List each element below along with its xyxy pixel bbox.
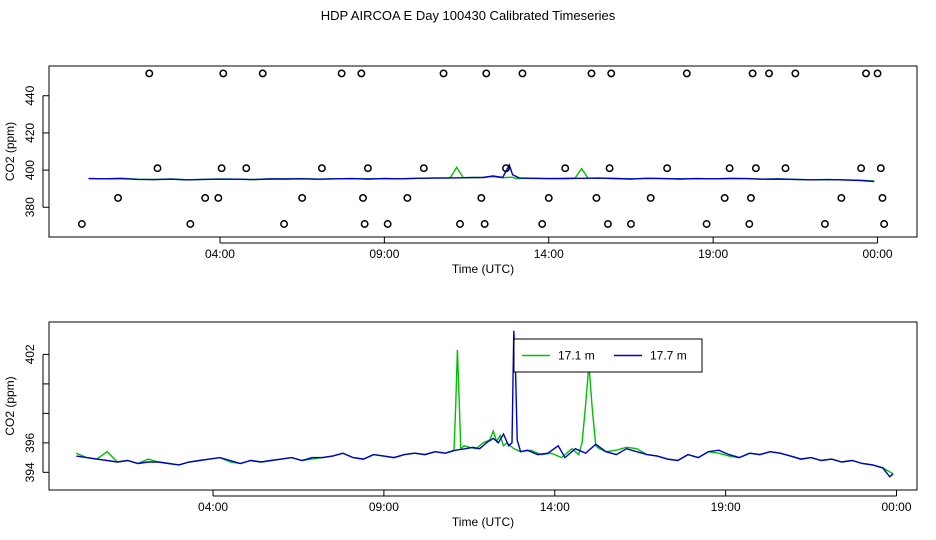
series-line-17-1-m xyxy=(76,349,894,475)
y-tick-label: 396 xyxy=(23,433,37,453)
data-point xyxy=(862,69,870,78)
bottom-panel: 04:00 09:00 14:00 19:00 00:00 394 396 402 Time (… xyxy=(3,321,918,529)
x-tick-label: 04:00 xyxy=(205,247,235,261)
data-point xyxy=(477,194,486,202)
data-point xyxy=(725,164,734,173)
data-point xyxy=(781,164,790,173)
series-line-1 xyxy=(88,163,875,183)
data-point xyxy=(242,164,251,173)
data-point xyxy=(419,164,428,173)
data-point xyxy=(214,194,223,202)
data-point xyxy=(439,69,448,78)
y-tick-label: 440 xyxy=(23,85,37,105)
plot-frame xyxy=(48,65,918,238)
data-point xyxy=(360,220,369,228)
x-tick-label: 19:00 xyxy=(711,500,741,514)
data-point xyxy=(745,220,754,228)
data-point xyxy=(873,69,882,78)
data-point xyxy=(702,220,711,228)
data-point xyxy=(720,194,729,202)
data-point xyxy=(219,69,228,78)
x-tick-label: 09:00 xyxy=(369,500,399,514)
y-tick-label: 402 xyxy=(23,344,37,364)
data-point xyxy=(605,164,614,173)
data-point xyxy=(646,194,655,202)
data-point xyxy=(876,164,885,173)
x-axis-label: Time (UTC) xyxy=(452,262,514,276)
y-tick-label: 394 xyxy=(23,462,37,482)
data-point xyxy=(456,220,464,228)
data-point xyxy=(544,194,553,202)
data-point xyxy=(357,69,366,78)
x-tick-label: 09:00 xyxy=(369,247,399,261)
series-line-17-7-m xyxy=(76,330,894,478)
data-point xyxy=(791,69,800,78)
data-point xyxy=(592,194,601,202)
data-point xyxy=(482,69,491,78)
data-point xyxy=(857,164,866,173)
data-point xyxy=(77,220,86,228)
data-point xyxy=(317,164,326,173)
data-point xyxy=(337,69,346,78)
x-tick-label: 14:00 xyxy=(540,500,570,514)
data-point xyxy=(145,69,154,78)
data-point xyxy=(627,220,635,228)
data-point xyxy=(518,69,527,78)
y-axis-label: CO2 (ppm) xyxy=(3,122,17,181)
data-point xyxy=(538,220,547,228)
x-tick-label: 00:00 xyxy=(863,247,893,261)
data-point xyxy=(765,69,773,78)
data-point xyxy=(298,194,307,202)
data-point xyxy=(837,194,846,202)
data-point xyxy=(878,194,887,202)
y-axis-label: CO2 (ppm) xyxy=(3,376,17,435)
x-tick-label: 14:00 xyxy=(534,247,564,261)
data-point xyxy=(682,69,691,78)
y-tick-label: 400 xyxy=(23,160,37,180)
x-tick-label: 19:00 xyxy=(698,247,728,261)
chart-title: HDP AIRCOA E Day 100430 Calibrated Times… xyxy=(320,8,616,23)
data-point xyxy=(280,220,289,228)
x-tick-label: 04:00 xyxy=(198,500,228,514)
data-point xyxy=(258,69,267,78)
y-tick-label: 380 xyxy=(23,197,37,217)
data-point xyxy=(359,194,367,202)
data-point xyxy=(201,194,210,202)
data-point xyxy=(153,164,162,173)
legend-label: 17.1 m xyxy=(558,349,595,363)
y-tick-label: 420 xyxy=(23,123,37,143)
data-point xyxy=(363,164,372,173)
data-point xyxy=(603,220,612,228)
data-point xyxy=(114,194,122,202)
data-point xyxy=(587,69,596,78)
data-point xyxy=(663,164,672,173)
data-point xyxy=(561,164,570,173)
data-point xyxy=(751,164,760,173)
data-point xyxy=(480,220,489,228)
x-tick-label: 00:00 xyxy=(881,500,911,514)
x-axis-label: Time (UTC) xyxy=(452,515,514,529)
data-point xyxy=(820,220,829,228)
data-point xyxy=(186,220,195,228)
top-panel: 04:00 09:00 14:00 19:00 00:00 380 400 420 440 Tim… xyxy=(3,65,918,276)
data-point xyxy=(748,69,757,78)
data-point xyxy=(880,220,889,228)
plot-frame xyxy=(48,321,918,491)
data-point xyxy=(502,164,510,173)
data-point xyxy=(747,194,755,202)
data-point xyxy=(607,69,616,78)
legend-label: 17.7 m xyxy=(650,349,687,363)
data-point xyxy=(403,194,412,202)
data-point xyxy=(383,220,392,228)
data-point xyxy=(217,164,226,173)
